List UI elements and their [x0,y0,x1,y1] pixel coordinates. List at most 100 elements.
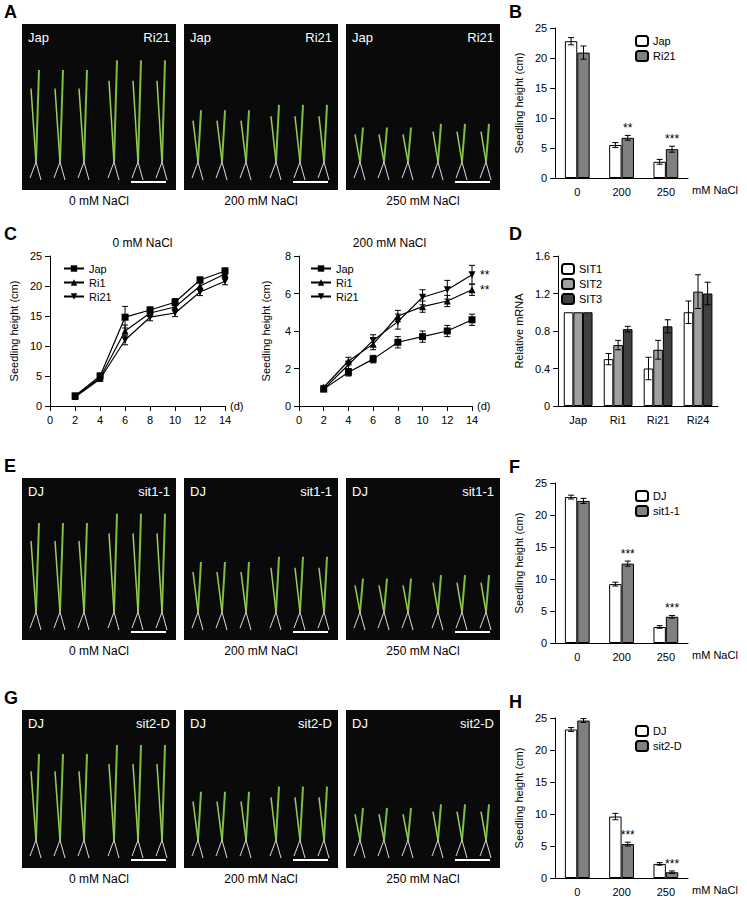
svg-text:10: 10 [416,414,428,426]
svg-text:6: 6 [285,288,291,300]
svg-text:SIT1: SIT1 [579,263,602,275]
svg-text:Relative mRNA: Relative mRNA [513,293,525,369]
svg-text:sit2-D: sit2-D [298,716,332,731]
svg-text:1.6: 1.6 [535,250,550,262]
svg-text:20: 20 [535,744,547,756]
svg-text:10: 10 [30,340,42,352]
svg-text:4: 4 [97,414,103,426]
svg-text:sit1-1: sit1-1 [138,484,170,499]
svg-text:sit1-1: sit1-1 [300,484,332,499]
svg-text:Jap: Jap [336,263,354,275]
svg-text:Jap: Jap [653,35,671,47]
svg-text:Ri1: Ri1 [336,277,353,289]
svg-text:Jap: Jap [89,263,107,275]
svg-text:(d): (d) [477,400,490,412]
svg-text:Seedling height (cm): Seedling height (cm) [8,281,20,382]
svg-text:Seedling height (cm): Seedling height (cm) [513,513,525,614]
svg-text:***: *** [621,828,635,842]
svg-text:200 mM NaCl: 200 mM NaCl [353,236,426,250]
svg-text:DJ: DJ [352,716,368,731]
svg-text:2: 2 [321,414,327,426]
svg-text:**: ** [480,268,490,282]
svg-text:Ri21: Ri21 [305,30,332,45]
svg-text:10: 10 [535,808,547,820]
svg-text:0: 0 [47,414,53,426]
svg-text:6: 6 [370,414,376,426]
svg-text:DJ: DJ [653,490,666,502]
svg-text:0 mM NaCl: 0 mM NaCl [112,236,172,250]
svg-text:Ri21: Ri21 [647,414,670,426]
svg-text:***: *** [665,857,679,871]
svg-text:25: 25 [535,22,547,34]
svg-text:***: *** [665,132,679,146]
svg-text:5: 5 [36,370,42,382]
svg-text:12: 12 [194,414,206,426]
svg-text:4: 4 [285,325,291,337]
svg-text:(d): (d) [230,400,243,412]
svg-text:Jap: Jap [569,414,587,426]
svg-text:250 mM NaCl: 250 mM NaCl [386,194,459,208]
svg-text:15: 15 [535,541,547,553]
svg-text:mM NaCl: mM NaCl [692,184,738,196]
svg-text:5: 5 [541,840,547,852]
svg-text:DJ: DJ [190,484,206,499]
svg-text:0: 0 [296,414,302,426]
svg-text:Ri21: Ri21 [467,30,494,45]
svg-text:10: 10 [535,573,547,585]
svg-text:200 mM NaCl: 200 mM NaCl [224,872,297,886]
svg-text:mM NaCl: mM NaCl [692,884,738,896]
svg-text:Ri21: Ri21 [653,50,676,62]
svg-text:***: *** [665,601,679,615]
svg-text:25: 25 [30,250,42,262]
svg-text:15: 15 [535,776,547,788]
svg-text:250 mM NaCl: 250 mM NaCl [386,872,459,886]
svg-text:0 mM NaCl: 0 mM NaCl [69,872,129,886]
svg-text:0.4: 0.4 [535,363,550,375]
svg-text:0: 0 [36,400,42,412]
svg-text:25: 25 [535,712,547,724]
svg-text:DJ: DJ [190,716,206,731]
svg-text:0: 0 [574,186,580,198]
svg-text:250: 250 [657,651,675,663]
svg-text:SIT3: SIT3 [579,293,602,305]
svg-text:14: 14 [466,414,478,426]
svg-text:250: 250 [657,886,675,898]
svg-text:Ri21: Ri21 [89,291,112,303]
svg-text:0: 0 [541,637,547,649]
svg-text:DJ: DJ [653,725,666,737]
svg-text:Jap: Jap [352,30,373,45]
svg-text:0: 0 [544,400,550,412]
svg-text:5: 5 [541,605,547,617]
svg-text:8: 8 [395,414,401,426]
svg-text:250 mM NaCl: 250 mM NaCl [386,644,459,658]
svg-text:0: 0 [541,172,547,184]
svg-text:8: 8 [147,414,153,426]
svg-text:Seedling height (cm): Seedling height (cm) [260,281,272,382]
svg-text:5: 5 [541,142,547,154]
svg-text:8: 8 [285,250,291,262]
svg-text:20: 20 [535,509,547,521]
svg-text:Ri21: Ri21 [143,30,170,45]
svg-text:SIT2: SIT2 [579,278,602,290]
svg-text:0 mM NaCl: 0 mM NaCl [69,194,129,208]
svg-text:200 mM NaCl: 200 mM NaCl [224,194,297,208]
svg-text:200: 200 [612,886,630,898]
svg-text:0: 0 [285,400,291,412]
svg-text:Jap: Jap [28,30,49,45]
svg-text:0 mM NaCl: 0 mM NaCl [69,644,129,658]
svg-text:10: 10 [535,112,547,124]
svg-text:Seedling height (cm): Seedling height (cm) [513,53,525,154]
svg-text:Ri24: Ri24 [687,414,710,426]
svg-text:**: ** [623,121,633,135]
svg-text:0: 0 [574,886,580,898]
svg-text:15: 15 [535,82,547,94]
svg-text:Jap: Jap [190,30,211,45]
svg-text:Ri21: Ri21 [336,291,359,303]
svg-text:0.8: 0.8 [535,325,550,337]
svg-text:mM NaCl: mM NaCl [692,649,738,661]
svg-text:DJ: DJ [28,716,44,731]
svg-text:DJ: DJ [352,484,368,499]
svg-text:25: 25 [535,477,547,489]
svg-text:Ri1: Ri1 [610,414,627,426]
svg-text:***: *** [621,547,635,561]
